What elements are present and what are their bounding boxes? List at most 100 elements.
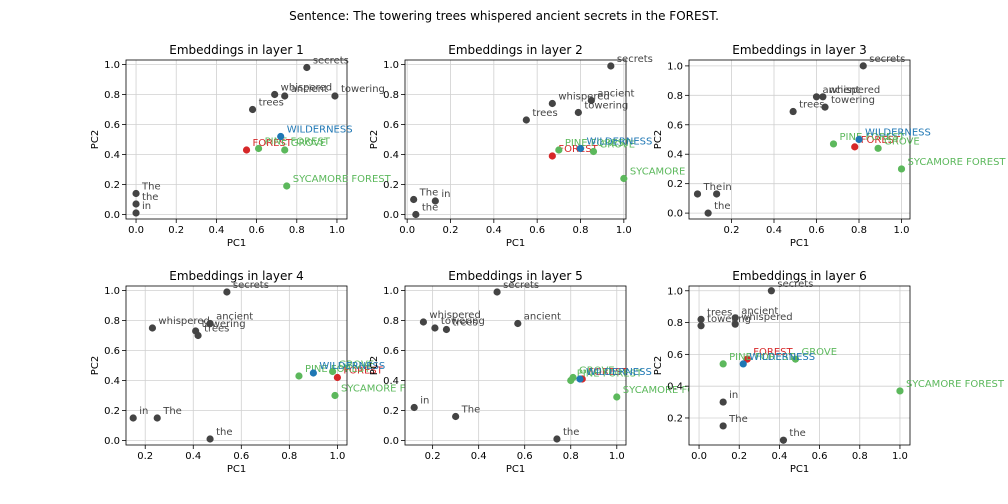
- point-label: ancient: [524, 312, 561, 323]
- point-grove: [328, 367, 337, 376]
- point-ancient: [812, 93, 821, 101]
- axes-frame: [404, 285, 627, 446]
- point-label: trees: [204, 324, 229, 335]
- point-label: trees: [532, 108, 557, 119]
- point-ancient: [587, 96, 595, 105]
- chart-panel-2: 0.0 0.2 0.4 0.6 0.8 1.0 0.0 0.2 0.4 0.6 0.8 1.0 Embe…: [369, 43, 729, 249]
- x-tick-label: 0.4: [471, 451, 487, 462]
- point-label: GROVE: [884, 136, 920, 147]
- point-label: FOREST: [343, 366, 383, 377]
- y-tick-label: 0.6: [383, 120, 399, 131]
- x-axis-label: PC1: [227, 464, 246, 475]
- point-the: [153, 414, 161, 422]
- chart-title: Embeddings in layer 4: [169, 269, 303, 283]
- y-axis-label: PC2: [90, 356, 101, 375]
- x-axis-label: PC1: [790, 464, 809, 475]
- y-tick-label: 1.0: [104, 286, 120, 297]
- y-tick-label: 0.2: [104, 406, 120, 417]
- point-label: trees: [452, 318, 477, 329]
- point-sycamore-forest: [620, 174, 628, 183]
- point-label: the: [714, 201, 730, 212]
- y-axis-label: PC2: [369, 130, 380, 149]
- point-ancient: [514, 319, 522, 328]
- y-tick-label: 0.6: [667, 350, 683, 361]
- y-tick-label: 0.2: [383, 180, 399, 191]
- point-label: towering: [202, 319, 246, 330]
- point-grove: [569, 373, 577, 382]
- x-tick-label: 0.6: [233, 451, 249, 462]
- point-label: ancient: [823, 85, 860, 96]
- point-label: GROVE: [291, 138, 327, 149]
- x-tick-label: 1.0: [329, 451, 345, 462]
- y-tick-label: 0.0: [104, 436, 120, 447]
- y-axis-label: PC2: [653, 356, 664, 375]
- axes-frame: [125, 59, 348, 220]
- x-tick-label: 0.2: [731, 451, 747, 462]
- y-tick-label: 0.0: [667, 209, 683, 220]
- point-label: trees: [259, 98, 284, 109]
- plot-area: [126, 286, 347, 445]
- y-tick-label: 0.8: [667, 318, 683, 329]
- point-label: FOREST: [861, 135, 901, 146]
- point-label: in: [142, 201, 151, 212]
- point-trees: [248, 105, 257, 114]
- point-label: the: [789, 428, 805, 439]
- y-tick-label: 0.4: [383, 376, 399, 387]
- x-axis-label: PC1: [506, 464, 525, 475]
- point-forest: [851, 143, 859, 151]
- point-pine-forest: [555, 146, 563, 154]
- point-towering: [331, 92, 339, 100]
- point-label: ancient: [741, 306, 778, 317]
- point-whispered: [148, 324, 157, 332]
- y-tick-label: 0.0: [104, 210, 120, 221]
- point-label: trees: [707, 307, 732, 318]
- point-the: [206, 435, 214, 443]
- point-label: whispered: [158, 316, 209, 327]
- y-tick-label: 0.6: [667, 120, 683, 131]
- point-label: secrets: [617, 54, 653, 65]
- chart-title: Embeddings in layer 6: [732, 269, 866, 283]
- point-label: GROVE: [801, 347, 837, 358]
- point-grove: [589, 147, 598, 156]
- plot-area: [126, 60, 347, 219]
- x-tick-label: 0.6: [809, 225, 825, 236]
- point-label: secrets: [503, 280, 539, 291]
- figure-suptitle: Sentence: The towering trees whispered a…: [289, 9, 719, 23]
- x-tick-label: 0.8: [281, 451, 297, 462]
- point-label: PINE FOREST: [577, 369, 643, 380]
- x-tick-label: 0.6: [517, 451, 533, 462]
- x-tick-label: 0.2: [168, 225, 184, 236]
- point-in: [132, 209, 140, 217]
- point-label: The: [728, 414, 748, 425]
- y-tick-label: 0.8: [383, 90, 399, 101]
- chart-title: Embeddings in layer 2: [448, 43, 582, 57]
- point-label: GROVE: [600, 140, 636, 151]
- point-label: secrets: [313, 56, 349, 67]
- point-in: [431, 197, 439, 205]
- x-tick-label: 1.0: [616, 225, 632, 236]
- y-tick-label: 0.6: [383, 346, 399, 357]
- point-label: PINE FOREST: [729, 352, 795, 363]
- point-label: WILDERNESS: [287, 125, 353, 136]
- point-the: [779, 436, 788, 444]
- point-label: whispered: [558, 92, 609, 103]
- point-secrets: [767, 287, 775, 295]
- x-tick-label: 0.4: [208, 225, 224, 236]
- point-in: [719, 398, 727, 406]
- point-label: ancient: [291, 84, 328, 95]
- point-label: SYCAMORE FOREST: [293, 174, 392, 185]
- y-tick-label: 1.0: [667, 286, 683, 297]
- y-axis-label: PC2: [369, 356, 380, 375]
- x-axis-label: PC1: [227, 238, 246, 249]
- x-tick-label: 0.8: [573, 225, 589, 236]
- point-pine-forest: [829, 140, 838, 148]
- point-grove: [791, 355, 800, 363]
- x-axis-label: PC1: [790, 238, 809, 249]
- point-secrets: [303, 63, 311, 72]
- x-tick-label: 0.6: [249, 225, 265, 236]
- x-tick-label: 0.2: [443, 225, 459, 236]
- point-trees: [194, 331, 202, 340]
- point-whispered: [271, 90, 279, 99]
- point-wilderness: [855, 135, 863, 144]
- point-label: The: [461, 405, 481, 416]
